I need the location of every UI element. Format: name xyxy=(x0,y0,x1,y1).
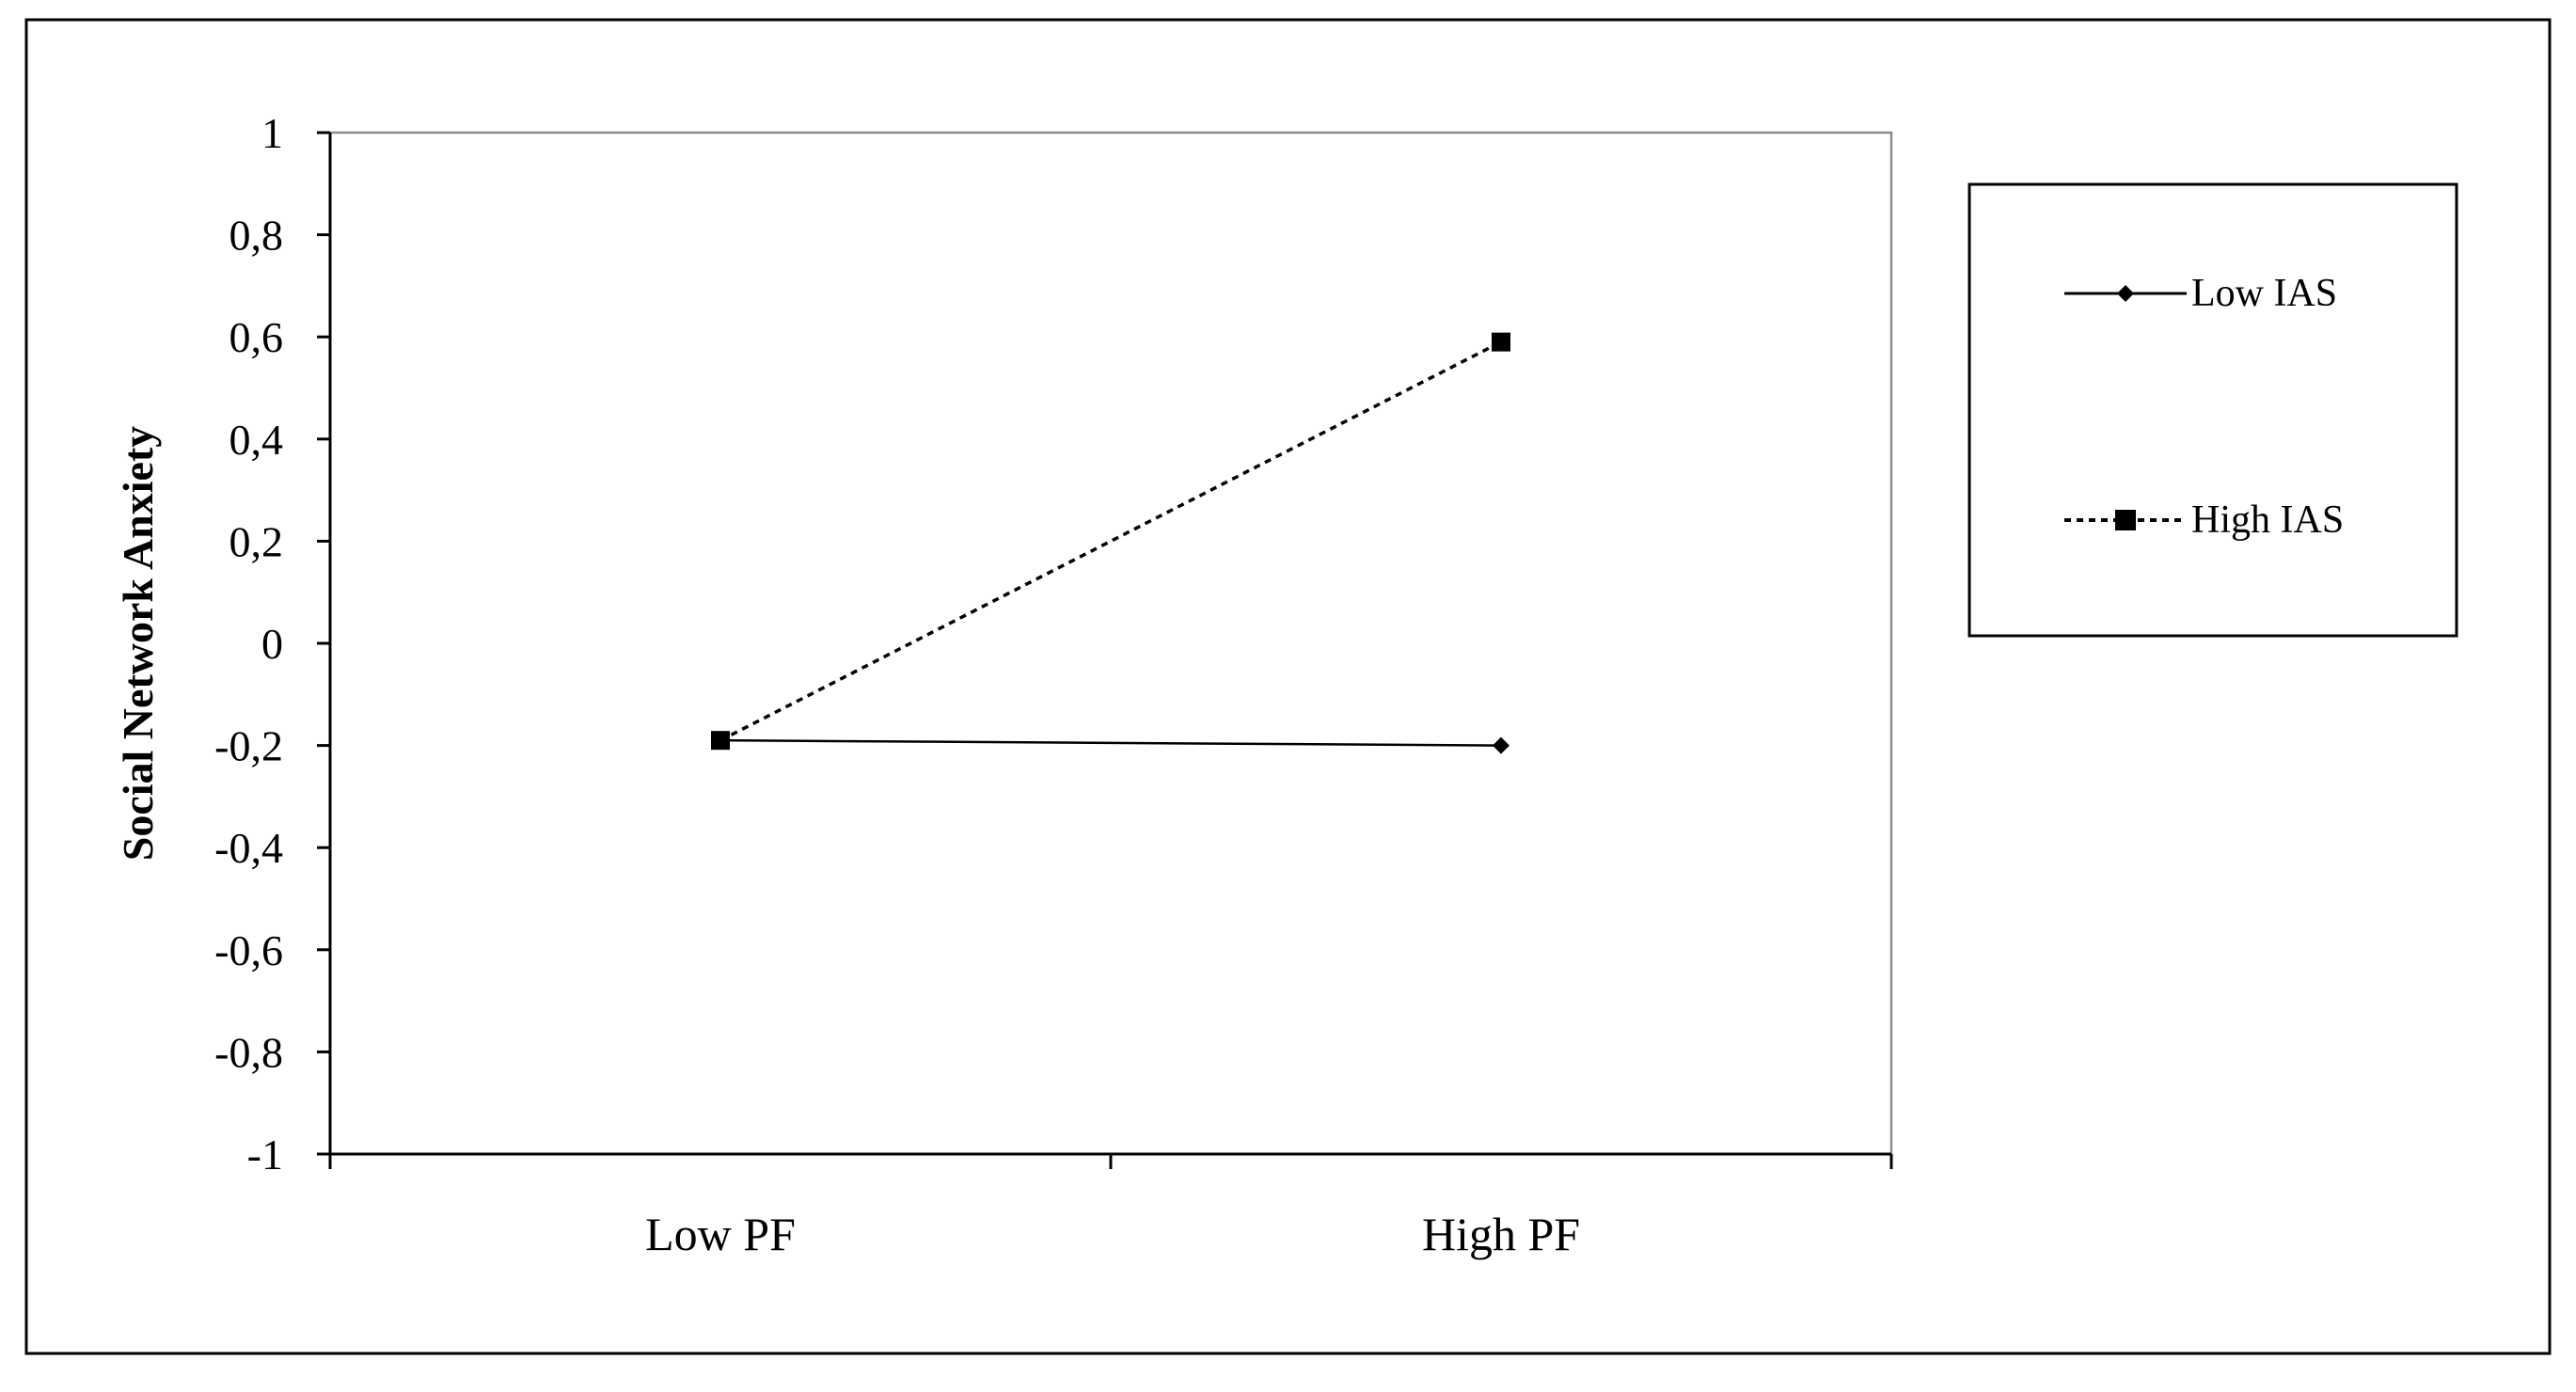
y-tick-label: 0,8 xyxy=(229,212,284,260)
legend-label-low-ias: Low IAS xyxy=(2191,272,2337,315)
legend-item-low-ias: Low IAS xyxy=(2064,272,2337,315)
plot-area xyxy=(328,131,1893,1156)
y-tick-label: -1 xyxy=(247,1131,283,1178)
x-tick-label: High PF xyxy=(1422,1208,1580,1260)
x-axis-ticks: Low PF High PF xyxy=(328,1154,1893,1260)
y-axis-ticks: 1 0,8 0,6 0,4 0,2 0 -0,2 -0,4 -0,6 -0,8 -1 xyxy=(214,109,330,1178)
y-tick-label: 0 xyxy=(261,620,283,668)
data-point-high-ias xyxy=(1492,332,1510,352)
series-layer xyxy=(711,332,1510,754)
y-axis-title: Social Network Anxiety xyxy=(114,426,162,862)
x-tick-label: Low PF xyxy=(645,1208,796,1260)
y-tick-label: 0,4 xyxy=(229,416,284,464)
legend-box xyxy=(1968,182,2458,638)
legend-label-high-ias: High IAS xyxy=(2191,498,2344,542)
y-tick-label: 1 xyxy=(261,109,283,157)
y-tick-label: -0,4 xyxy=(214,824,283,872)
y-tick-label: 0,2 xyxy=(229,517,284,565)
square-marker-icon xyxy=(2115,510,2136,530)
legend-item-high-ias: High IAS xyxy=(2064,498,2344,542)
y-tick-label: -0,2 xyxy=(214,722,283,770)
data-point-low-ias xyxy=(1493,736,1509,754)
y-tick-label: 0,6 xyxy=(229,313,284,361)
legend: Low IAS High IAS xyxy=(1968,182,2458,638)
y-tick-label: -0,8 xyxy=(214,1028,283,1076)
diamond-marker-icon xyxy=(2117,285,2134,302)
data-point-high-ias xyxy=(711,731,730,751)
series-line-low-ias xyxy=(719,738,1502,747)
y-tick-label: -0,6 xyxy=(214,926,283,974)
